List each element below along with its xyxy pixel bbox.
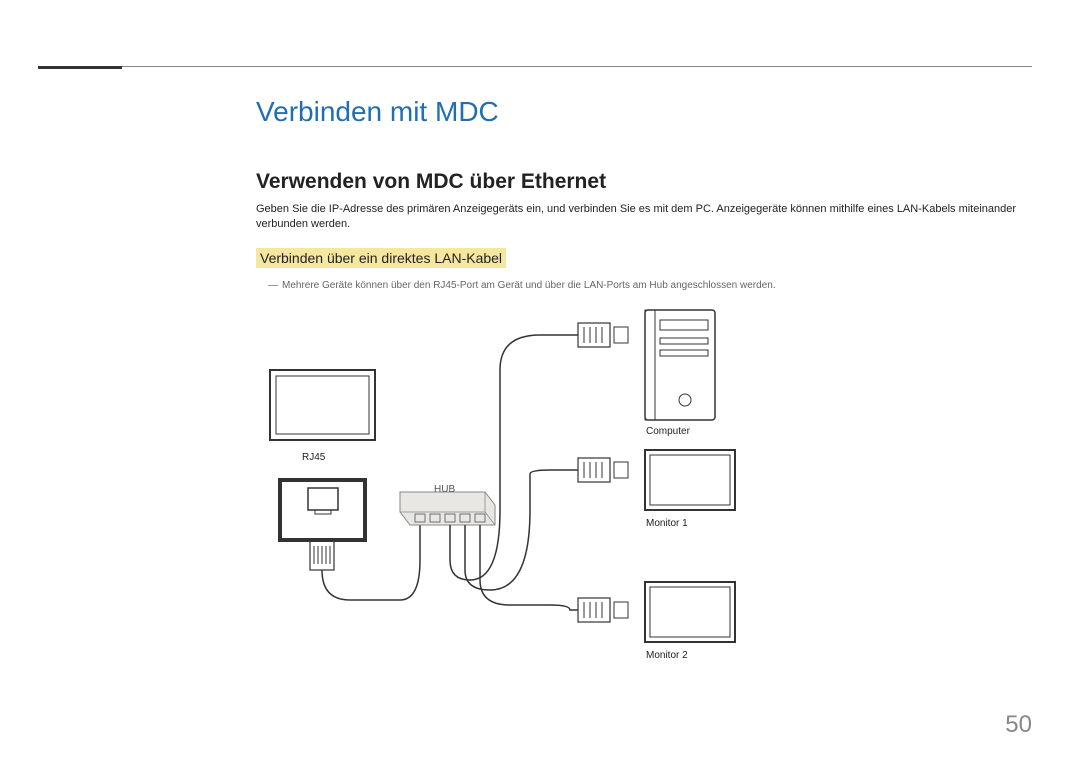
page-number: 50 xyxy=(1005,711,1032,739)
cable-rj45-hub xyxy=(322,520,420,600)
monitor1-icon xyxy=(645,450,735,510)
plug-monitor2-icon xyxy=(578,598,628,622)
computer-icon xyxy=(645,310,715,420)
cable-hub-computer xyxy=(450,335,578,580)
rj45-port-icon xyxy=(280,480,365,540)
hub-icon xyxy=(400,492,495,525)
footnote-text: Mehrere Geräte können über den RJ45-Port… xyxy=(268,280,776,291)
section-label: Verbinden über ein direktes LAN-Kabel xyxy=(256,248,506,268)
header-rule xyxy=(122,66,1032,67)
monitor-rj45-icon xyxy=(270,370,375,440)
body-paragraph: Geben Sie die IP-Adresse des primären An… xyxy=(256,202,1020,233)
page-title: Verbinden mit MDC xyxy=(256,96,499,128)
header-bar xyxy=(38,66,122,69)
plug-monitor1-icon xyxy=(578,458,628,482)
label-hub: HUB xyxy=(434,484,455,495)
monitor2-icon xyxy=(645,582,735,642)
section-title: Verwenden von MDC über Ethernet xyxy=(256,170,606,194)
label-rj45: RJ45 xyxy=(302,452,325,463)
plug-computer-icon xyxy=(578,323,628,347)
cable-hub-monitor1 xyxy=(465,470,578,590)
rj45-plug-icon xyxy=(310,540,334,570)
label-monitor1: Monitor 1 xyxy=(646,518,688,529)
label-computer: Computer xyxy=(646,426,690,437)
connection-diagram: RJ45 HUB Computer Monitor 1 Monitor 2 xyxy=(270,310,790,690)
label-monitor2: Monitor 2 xyxy=(646,650,688,661)
